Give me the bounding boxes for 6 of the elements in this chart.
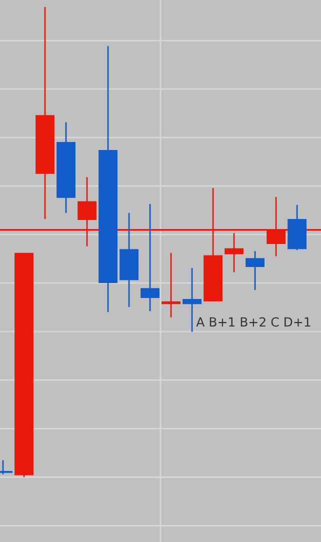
candlestick — [78, 176, 96, 248]
candlestick — [224, 232, 244, 273]
annotation: A B+1 B+2 C D+1 — [196, 317, 310, 327]
candlestick — [246, 250, 264, 291]
candlestick — [140, 203, 160, 312]
candlestick — [266, 196, 286, 257]
